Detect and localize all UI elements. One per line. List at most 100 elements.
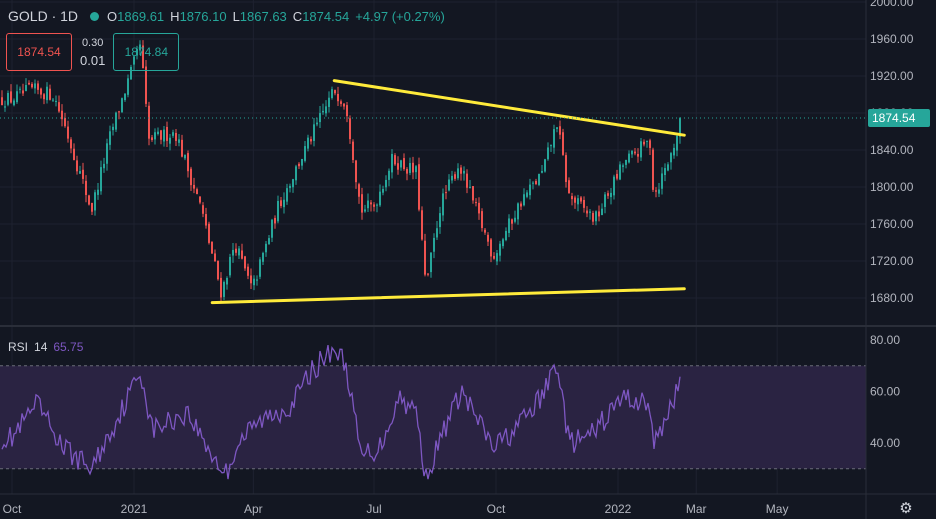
- buy-button[interactable]: 1874.84: [113, 33, 180, 71]
- candle-body: [613, 176, 615, 196]
- candle-body: [271, 219, 273, 238]
- candle-body: [616, 173, 618, 179]
- candle-body: [307, 137, 309, 149]
- gear-icon[interactable]: ⚙: [899, 500, 913, 517]
- candle-body: [634, 151, 636, 154]
- candle-body: [67, 126, 69, 139]
- candle-body: [442, 193, 444, 216]
- quantity-input[interactable]: 0.01: [80, 53, 106, 68]
- spread-value: 0.30: [81, 37, 104, 49]
- candle-body: [343, 103, 345, 107]
- candle-body: [352, 141, 354, 160]
- candle-body: [448, 179, 450, 191]
- candle-body: [574, 197, 576, 203]
- candle-body: [379, 191, 381, 206]
- candle-body: [463, 170, 465, 174]
- candle-body: [406, 168, 408, 174]
- candle-body: [679, 118, 681, 137]
- candle-body: [577, 198, 579, 205]
- candle-body: [334, 90, 336, 94]
- candle-body: [316, 122, 318, 125]
- candle-body: [184, 155, 186, 159]
- candle-body: [82, 169, 84, 179]
- candle-body: [559, 126, 561, 135]
- candle-body: [604, 194, 606, 207]
- candle-body: [265, 243, 267, 253]
- rsi-legend[interactable]: RSI 14 65.75: [8, 340, 83, 354]
- candle-body: [355, 160, 357, 183]
- high-value: 1876.10: [179, 8, 227, 24]
- candle-body: [427, 273, 429, 275]
- candle-body: [523, 194, 525, 206]
- candle-body: [88, 195, 90, 205]
- candle-body: [145, 66, 147, 104]
- candle-body: [553, 129, 555, 148]
- candle-body: [121, 98, 123, 113]
- candle-body: [247, 266, 249, 276]
- trendlines: [210, 79, 686, 305]
- candle-body: [493, 255, 495, 259]
- time-tick-label: Jul: [366, 502, 381, 516]
- candle-body: [631, 150, 633, 155]
- symbol-label[interactable]: GOLD · 1D: [8, 8, 78, 24]
- candle-body: [256, 279, 258, 281]
- candle-body: [193, 184, 195, 189]
- candle-body: [238, 248, 240, 256]
- candle-body: [646, 140, 648, 142]
- candle-body: [619, 164, 621, 180]
- candle-body: [262, 252, 264, 262]
- candle-body: [568, 180, 570, 194]
- candle-body: [109, 131, 111, 145]
- candle-body: [259, 259, 261, 277]
- candle-body: [133, 56, 135, 65]
- candle-body: [481, 211, 483, 229]
- candle-body: [208, 223, 210, 243]
- candle-body: [103, 163, 105, 169]
- candle-body: [91, 202, 93, 212]
- candle-body: [64, 117, 66, 127]
- chart-header: GOLD · 1D O1869.61 H1876.10 L1867.63 C18…: [8, 8, 445, 24]
- candle-body: [529, 184, 531, 196]
- symbol-name: GOLD: [8, 8, 48, 24]
- candle-body: [304, 146, 306, 161]
- rsi-name: RSI: [8, 340, 29, 354]
- rsi-series: [1, 344, 681, 480]
- candle-body: [337, 93, 339, 102]
- candle-body: [541, 171, 543, 173]
- candle-body: [361, 194, 363, 213]
- price-tick-label: 2000.00: [870, 0, 914, 9]
- sell-button[interactable]: 1874.54: [6, 33, 72, 71]
- candle-body: [151, 137, 153, 141]
- candle-body: [556, 127, 558, 129]
- candle-body: [19, 88, 21, 90]
- candle-body: [130, 66, 132, 80]
- candle-body: [358, 184, 360, 197]
- candle-body: [244, 256, 246, 269]
- rsi-line: [1, 344, 681, 480]
- price-tick-label: 1960.00: [870, 32, 914, 46]
- trade-panel: 1874.54 0.30 0.01 1874.84: [6, 33, 180, 71]
- candle-body: [622, 165, 624, 167]
- candle-body: [73, 148, 75, 161]
- candle-body: [196, 189, 198, 194]
- candle-body: [286, 188, 288, 202]
- low-value: 1867.63: [239, 8, 287, 24]
- candle-body: [268, 238, 270, 245]
- candle-body: [10, 91, 12, 103]
- close-value: 1874.54: [302, 8, 350, 24]
- candle-body: [550, 145, 552, 147]
- candle-body: [649, 140, 651, 148]
- price-tick-label: 1840.00: [870, 143, 914, 157]
- candle-body: [643, 141, 645, 145]
- candle-body: [469, 186, 471, 188]
- price-tick-label: 1680.00: [870, 291, 914, 305]
- time-tick-label: 2022: [605, 502, 632, 516]
- high-key: H: [170, 8, 180, 24]
- candle-body: [580, 197, 582, 202]
- candle-body: [70, 139, 72, 149]
- candle-body: [520, 203, 522, 207]
- candle-body: [451, 175, 453, 181]
- candle-body: [7, 92, 9, 105]
- candle-body: [253, 278, 255, 286]
